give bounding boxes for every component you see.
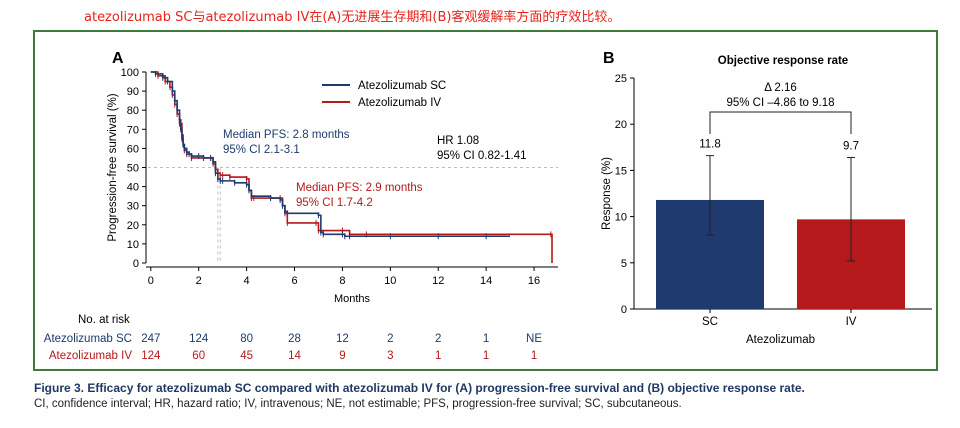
panel-label-a: A [112, 50, 124, 67]
y-tick-label: 60 [127, 143, 139, 155]
hr-ci: 95% CI 0.82-1.41 [437, 150, 527, 162]
x-tick-label: 6 [291, 275, 297, 287]
panel-label-b: B [603, 50, 615, 67]
bar-category-label: IV [846, 316, 857, 328]
risk-count-iv: 9 [339, 350, 345, 362]
risk-count-iv: 3 [387, 350, 393, 362]
y-tick-label: 90 [127, 86, 139, 98]
risk-row-label-sc: Atezolizumab SC [44, 333, 132, 345]
risk-count-sc: 12 [336, 333, 349, 345]
risk-count-sc: 2 [387, 333, 393, 345]
caption-title: Figure 3. Efficacy for atezolizumab SC c… [34, 381, 805, 395]
legend-label-iv: Atezolizumab IV [358, 97, 441, 109]
risk-count-iv: 1 [435, 350, 441, 362]
x-tick-label: 2 [196, 275, 202, 287]
y-tick-label: 80 [127, 105, 139, 117]
bar-y-tick-label: 5 [621, 258, 627, 270]
risk-count-sc: 124 [189, 333, 209, 345]
bar-value-label: 9.7 [843, 140, 859, 152]
x-tick-label: 8 [339, 275, 345, 287]
x-tick-label: 4 [244, 275, 250, 287]
bar-y-tick-label: 15 [615, 165, 627, 177]
y-tick-label: 10 [127, 239, 139, 251]
hr-value: HR 1.08 [437, 135, 479, 147]
median-ci-annotation-iv: 95% CI 1.7-4.2 [296, 197, 373, 209]
risk-count-iv: 14 [288, 350, 301, 362]
bar-x-axis-label: Atezolizumab [746, 334, 815, 346]
risk-count-sc: 247 [141, 333, 160, 345]
median-annotation-sc: Median PFS: 2.8 months [223, 129, 350, 141]
y-tick-label: 20 [127, 220, 139, 232]
risk-table-title: No. at risk [78, 314, 130, 326]
risk-count-sc: 2 [435, 333, 441, 345]
x-tick-label: 12 [432, 275, 444, 287]
risk-count-sc: NE [526, 333, 542, 345]
risk-count-iv: 124 [141, 350, 161, 362]
comparison-ci: 95% CI –4.86 to 9.18 [726, 97, 834, 109]
y-tick-label: 100 [121, 67, 139, 79]
y-axis-label: Progression-free survival (%) [107, 93, 119, 241]
x-tick-label: 0 [148, 275, 154, 287]
caption-note: CI, confidence interval; HR, hazard rati… [34, 398, 682, 410]
panel-b-title: Objective response rate [718, 55, 848, 67]
risk-row-label-iv: Atezolizumab IV [49, 350, 132, 362]
risk-count-iv: 60 [192, 350, 205, 362]
x-tick-label: 16 [528, 275, 540, 287]
bar-y-tick-label: 20 [615, 119, 627, 131]
legend-label-sc: Atezolizumab SC [358, 80, 446, 92]
risk-count-iv: 1 [531, 350, 537, 362]
comparison-bracket [709, 111, 852, 134]
median-annotation-iv: Median PFS: 2.9 months [296, 182, 423, 194]
comparison-delta: Δ 2.16 [764, 82, 797, 94]
y-tick-label: 40 [127, 182, 139, 194]
figure-caption: Figure 3. Efficacy for atezolizumab SC c… [34, 381, 805, 395]
bar-y-tick-label: 25 [615, 73, 627, 85]
bar-value-label: 11.8 [699, 139, 721, 151]
median-ci-annotation-sc: 95% CI 2.1-3.1 [223, 144, 300, 156]
y-tick-label: 0 [133, 258, 139, 270]
y-tick-label: 30 [127, 201, 139, 213]
risk-count-sc: 1 [483, 333, 489, 345]
risk-count-sc: 28 [288, 333, 301, 345]
figure-frame [33, 30, 938, 371]
risk-count-iv: 1 [483, 350, 489, 362]
page-title: atezolizumab SC与atezolizumab IV在(A)无进展生存… [84, 10, 621, 25]
bar-category-label: SC [702, 316, 718, 328]
x-axis-label: Months [334, 293, 371, 305]
y-tick-label: 50 [127, 163, 139, 175]
x-tick-label: 14 [480, 275, 492, 287]
bar-y-tick-label: 0 [621, 304, 627, 316]
bar-y-tick-label: 10 [615, 212, 627, 224]
risk-count-sc: 80 [240, 333, 253, 345]
y-tick-label: 70 [127, 124, 139, 136]
x-tick-label: 10 [384, 275, 396, 287]
risk-count-iv: 45 [240, 350, 253, 362]
panel-b: B Objective response rate 0 5 10 15 20 25 Respon… [601, 50, 932, 346]
bar-y-axis-label: Response (%) [601, 157, 613, 230]
